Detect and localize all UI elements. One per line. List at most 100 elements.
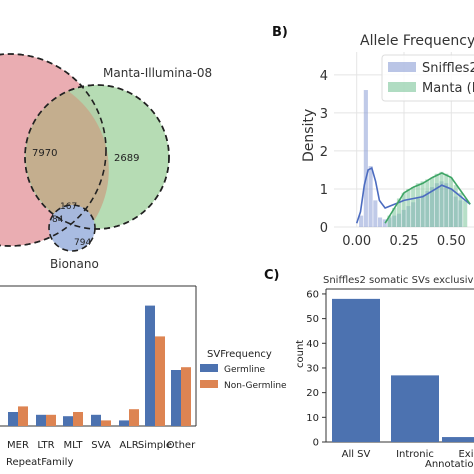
- af-bar-manta: [425, 179, 430, 227]
- rf-bars: [8, 305, 191, 426]
- af-y-tick-label: 1: [320, 183, 328, 198]
- af-y-tick-label: 2: [320, 145, 328, 160]
- rf-x-tick-label: Simple: [138, 440, 172, 451]
- rf-bar-simple-germline: [145, 305, 155, 426]
- af-legend-label-manta: Manta (I: [422, 81, 474, 96]
- af-bar-manta: [406, 188, 411, 227]
- ss-y-tick-label: 0: [313, 438, 319, 449]
- ss-y-tick-label: 10: [306, 413, 319, 424]
- af-bar-manta: [420, 181, 425, 227]
- af-bar-sniffles2: [368, 166, 373, 227]
- rf-bar-alr-non-germline: [129, 409, 139, 426]
- ss-y-tick-label: 30: [306, 363, 319, 374]
- af-kde-manta: [384, 172, 471, 224]
- rf-x-tick-label: MLT: [64, 440, 84, 451]
- rf-bar-sva-non-germline: [101, 420, 111, 426]
- af-kde-sniffles2: [355, 166, 471, 224]
- venn-outline-pacbio: [0, 53, 107, 247]
- rf-x-tick-label: LTR: [37, 440, 54, 451]
- af-bar-manta: [453, 185, 458, 227]
- rf-bar-ltr-germline: [36, 414, 46, 426]
- af-legend: Sniffles2 Manta (I: [381, 54, 474, 102]
- rf-legend-label-germline: Germline: [224, 365, 266, 375]
- ss-bar-intronic: [391, 375, 439, 442]
- venn-region-bionano-only: 794: [74, 238, 91, 248]
- ss-ylabel: count: [295, 340, 306, 368]
- af-bar-manta: [430, 177, 435, 227]
- venn-region-all-three: 84: [52, 215, 64, 225]
- ss-bars: [332, 298, 474, 442]
- rf-legend-swatch-germline: [200, 364, 218, 372]
- venn-circle-bionano: [48, 204, 96, 252]
- af-bar-manta: [415, 183, 420, 227]
- ss-y-tick-label: 50: [306, 314, 319, 325]
- rf-bar-mer-non-germline: [18, 406, 28, 426]
- af-bar-manta: [458, 192, 463, 227]
- af-bar-sniffles2: [377, 217, 383, 227]
- af-legend-swatch-manta: [388, 82, 416, 92]
- ss-bar-all-sv: [332, 298, 380, 442]
- af-bar-manta: [448, 177, 454, 227]
- rf-bar-other-germline: [171, 370, 181, 426]
- ss-title: Sniffles2 somatic SVs exclusive: [323, 275, 474, 286]
- ss-y-tick-label: 60: [306, 289, 319, 300]
- ss-y-tick-label: 20: [306, 388, 319, 399]
- rf-bar-alr-germline: [119, 420, 129, 426]
- af-bar-sniffles2: [373, 200, 378, 227]
- venn-outline-illumina: [24, 84, 170, 230]
- af-x-ticks: 0.00 0.25 0.50: [342, 234, 466, 249]
- af-ylabel: Density: [301, 109, 317, 162]
- rf-x-tick-label: SVA: [91, 440, 111, 451]
- panel-label-c: C): [264, 268, 279, 283]
- venn-region-pacbio-illumina: 167: [60, 202, 77, 212]
- af-bar-manta: [439, 171, 444, 227]
- rf-bar-mer-germline: [8, 412, 18, 426]
- af-bar-sniffles2: [359, 215, 364, 227]
- af-y-tick-label: 0: [320, 221, 328, 236]
- ss-y-ticks: 0 10 20 30 40 50 60: [306, 289, 326, 449]
- af-bars: [359, 90, 468, 227]
- rf-xlabel: RepeatFamily: [6, 457, 73, 468]
- rf-legend: SVFrequency Germline Non-Germline: [200, 349, 287, 391]
- venn-overlap-pacbio-illumina: [25, 91, 109, 228]
- rf-bar-sva-germline: [91, 414, 101, 426]
- af-bar-manta: [401, 192, 406, 227]
- allele-frequency-chart: 0 1 2 3 4 0.00 0.25 0.50 Allele Frequency Dens…: [301, 33, 474, 249]
- ss-x-ticks: All SV Intronic Exi: [342, 449, 474, 460]
- af-kde-lines: [355, 166, 471, 224]
- ss-x-tick-label: All SV: [342, 449, 371, 460]
- ss-x-tick-label: Exi: [458, 449, 473, 460]
- rf-x-tick-label: MER: [7, 440, 29, 451]
- rf-bar-mlt-non-germline: [73, 412, 83, 426]
- somatic-svs-chart: Sniffles2 somatic SVs exclusive 0 10 20 30 4…: [295, 275, 474, 470]
- af-bar-manta: [463, 200, 468, 227]
- af-x-tick-label: 0.00: [342, 234, 371, 249]
- af-x-tick-label: 0.25: [390, 234, 419, 249]
- rf-bar-other-non-germline: [181, 367, 191, 426]
- af-bar-manta: [444, 173, 449, 227]
- af-legend-swatch-sniffles2: [388, 62, 416, 72]
- af-bar-manta: [396, 198, 402, 227]
- af-bar-manta: [392, 207, 397, 227]
- ss-y-tick-label: 40: [306, 339, 319, 350]
- venn-region-illumina-only: 2689: [114, 153, 139, 164]
- af-legend-label-sniffles2: Sniffles2: [422, 61, 474, 76]
- af-bar-sniffles2: [382, 219, 387, 227]
- rf-legend-swatch-non-germline: [200, 380, 218, 388]
- ss-xlabel: AnnotationTy: [425, 459, 474, 470]
- rf-bar-simple-non-germline: [155, 336, 165, 426]
- rf-bar-mlt-germline: [63, 416, 73, 426]
- af-y-tick-label: 3: [320, 107, 328, 122]
- ss-x-tick-label: Intronic: [396, 449, 434, 460]
- rf-bar-ltr-non-germline: [46, 414, 56, 426]
- venn-set-label-bionano: Bionano: [50, 257, 99, 271]
- af-title: Allele Frequency: [360, 33, 474, 49]
- ss-bar-exi: [442, 437, 474, 442]
- af-bar-manta: [434, 173, 439, 227]
- af-y-tick-label: 4: [320, 69, 328, 84]
- rf-x-tick-label: ALR: [119, 440, 138, 451]
- af-bar-sniffles2: [363, 90, 368, 227]
- venn-diagram: Manta-Illumina-08 Bionano 7970 2689 167 …: [0, 53, 212, 271]
